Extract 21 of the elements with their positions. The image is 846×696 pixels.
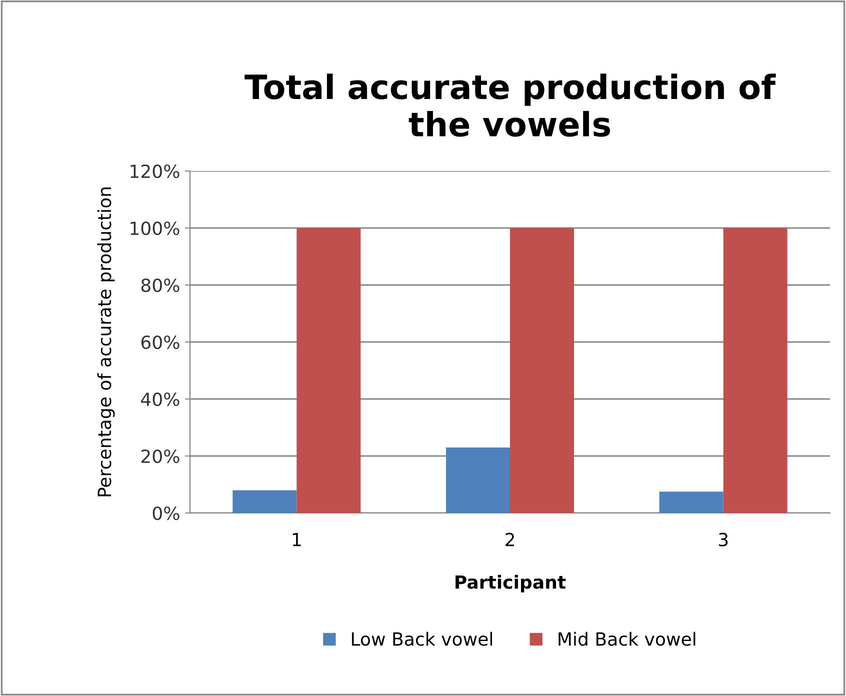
y-tick-label: 40% [141,392,180,406]
x-tick-label: 3 [718,532,728,546]
bar [446,447,510,513]
y-tick-label: 20% [141,449,180,464]
y-axis-title: Percentage of accurate production [97,187,115,496]
x-tick-label: 2 [506,532,514,546]
x-tick-label: 1 [292,533,301,546]
chart-title: Total accurate production of the vowels [244,74,776,137]
y-tick-label: 80% [141,278,180,292]
y-tick-label: 0% [152,506,180,520]
bar [510,228,574,513]
y-tick-label: 100% [130,221,180,236]
bar [659,492,724,513]
y-tick-label: 60% [141,335,180,350]
x-axis-title: Participant [456,574,566,592]
bar [232,490,297,513]
bar [296,228,361,513]
legend-label: Mid Back vowel [558,632,696,646]
legend-label: Low Back vowel [352,632,492,646]
y-tick-label: 120% [130,164,180,178]
bar [723,228,788,513]
